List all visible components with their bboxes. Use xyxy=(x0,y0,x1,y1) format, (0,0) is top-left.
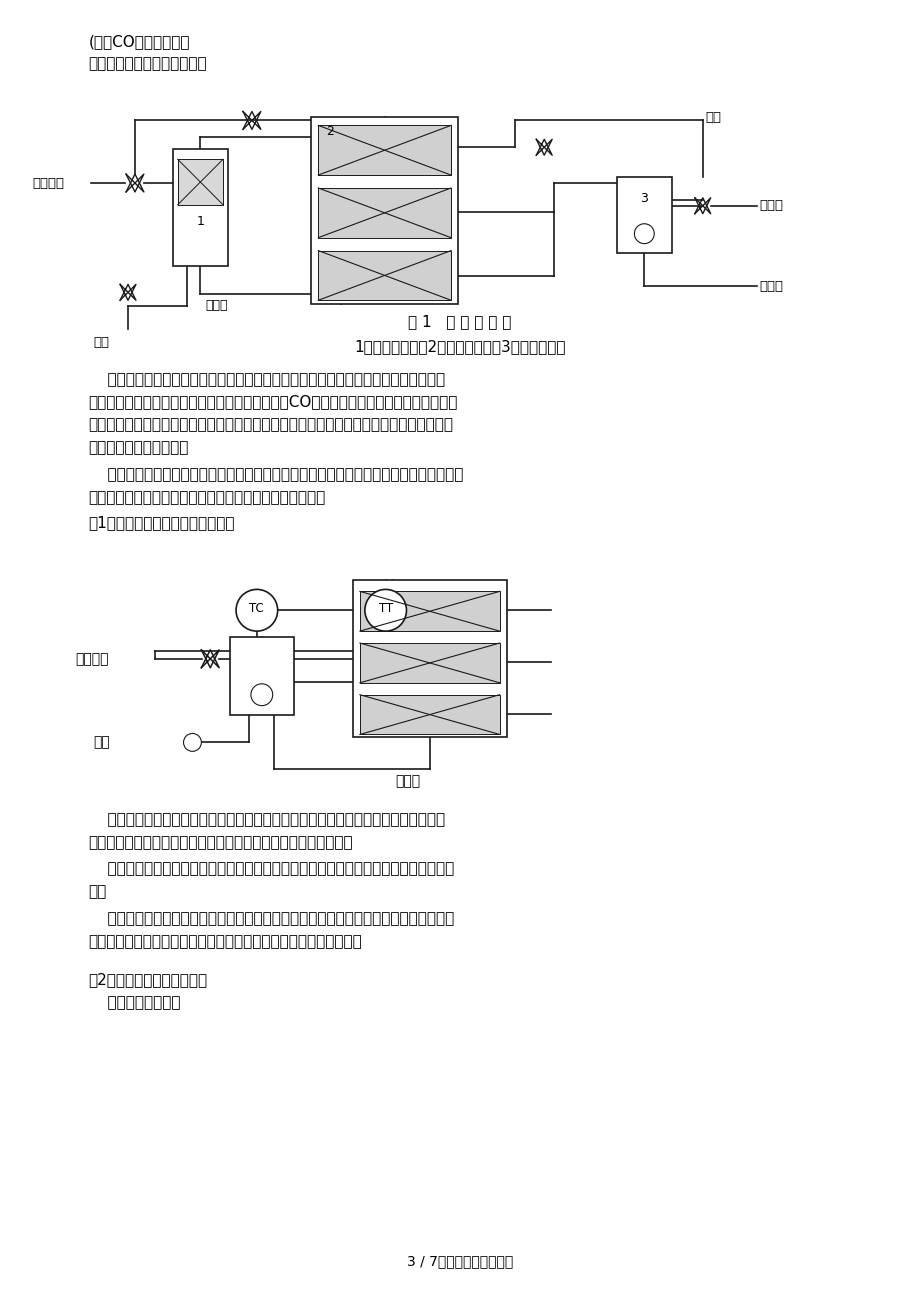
Text: （2）入炉蒸汽流量定值控制: （2）入炉蒸汽流量定值控制 xyxy=(88,971,208,987)
Bar xyxy=(359,643,499,682)
Text: 蒸汽: 蒸汽 xyxy=(93,736,110,750)
Bar xyxy=(359,591,499,631)
Text: 变换气: 变换气 xyxy=(394,775,420,788)
Bar xyxy=(311,117,458,305)
Text: 蒸汽: 蒸汽 xyxy=(93,336,109,349)
Text: 蒸汽: 蒸汽 xyxy=(705,111,721,124)
Circle shape xyxy=(236,590,278,631)
Text: 设定值时，通过改变中温换热器副线流量来维持其入口温度的稳定。: 设定值时，通过改变中温换热器副线流量来维持其入口温度的稳定。 xyxy=(88,934,362,949)
Text: 催化剂的活性。同时用最低的蒸汽消耗实现最高的CO变换率。影响中变炉催化剂床层温度: 催化剂的活性。同时用最低的蒸汽消耗实现最高的CO变换率。影响中变炉催化剂床层温度 xyxy=(88,395,458,410)
Text: 3 / 7文档可自由编辑打印: 3 / 7文档可自由编辑打印 xyxy=(406,1254,513,1268)
Text: 等。: 等。 xyxy=(88,884,107,900)
Bar xyxy=(318,125,450,174)
Text: 半水煮气: 半水煮气 xyxy=(32,177,63,190)
Text: 中温变换护的正常操作应该是将各段催化剂的温度控制在适宜的范围内，以充分发挥: 中温变换护的正常操作应该是将各段催化剂的温度控制在适宜的范围内，以充分发挥 xyxy=(88,372,445,387)
Text: 该系统是通过控制中变炉的入口温度来稳定上段催化剂的温度。选中变炉入口气体的: 该系统是通过控制中变炉的入口温度来稳定上段催化剂的温度。选中变炉入口气体的 xyxy=(88,812,445,827)
Text: 半水煮气: 半水煮气 xyxy=(75,652,108,665)
Text: （1）中变炉人口温度定值控制系统: （1）中变炉人口温度定值控制系统 xyxy=(88,514,234,530)
Text: 的组成以及生产负荷等。: 的组成以及生产负荷等。 xyxy=(88,440,188,456)
Text: 变换气: 变换气 xyxy=(205,299,228,312)
Bar xyxy=(177,159,223,204)
Text: 入中变沪中段蒸汽流量定值控制，中变炉下段温度控制等。: 入中变沪中段蒸汽流量定值控制，中变炉下段温度控制等。 xyxy=(88,490,325,505)
Bar xyxy=(353,581,506,737)
Text: TC: TC xyxy=(249,602,264,615)
Bar xyxy=(318,187,450,238)
Text: 该工段主要的控制系统主要有：中变炉入口温度定值控制，入中变护蒸汽流量定值控制，: 该工段主要的控制系统主要有：中变炉入口温度定值控制，入中变护蒸汽流量定值控制， xyxy=(88,467,463,482)
Text: 控制流程图如下：: 控制流程图如下： xyxy=(88,995,181,1010)
Text: 在这个系统中，中变炉人口温度是根据生产要求由人工设定，当受到干扰使该温度偏离: 在这个系统中，中变炉人口温度是根据生产要求由人工设定，当受到干扰使该温度偏离 xyxy=(88,911,454,926)
Text: TT: TT xyxy=(378,602,392,615)
Text: 冷凝水: 冷凝水 xyxy=(758,199,782,212)
Text: 工艺简介：工艺流程图如下：: 工艺简介：工艺流程图如下： xyxy=(88,56,207,70)
Text: 3: 3 xyxy=(640,191,648,204)
Bar xyxy=(230,637,293,715)
Text: 其主要干扰因素有：半水煮气流量，半水煮气温度，蒸汽流量，蒸汽温度，变换气温度: 其主要干扰因素有：半水煮气流量，半水煮气温度，蒸汽流量，蒸汽温度，变换气温度 xyxy=(88,862,454,876)
Circle shape xyxy=(183,733,201,751)
Bar xyxy=(359,695,499,734)
Circle shape xyxy=(365,590,406,631)
Circle shape xyxy=(251,684,272,706)
Text: 2: 2 xyxy=(326,125,334,138)
Text: 图 1   工 艺 流 程 图: 图 1 工 艺 流 程 图 xyxy=(408,314,511,329)
Bar xyxy=(173,150,228,267)
Bar xyxy=(616,177,672,253)
Text: 变化的因素很多，如蒸汽的加入量、蒸汽的温度、进入催化剂前反应气体的温度、反应气体: 变化的因素很多，如蒸汽的加入量、蒸汽的温度、进入催化剂前反应气体的温度、反应气体 xyxy=(88,418,453,432)
Text: 1: 1 xyxy=(197,215,204,228)
Text: 温度作为被控变量，操作变量为中温换热器的半水煮气副线流量。: 温度作为被控变量，操作变量为中温换热器的半水煮气副线流量。 xyxy=(88,835,353,850)
Circle shape xyxy=(634,224,653,243)
Text: 1－中温换热器；2－中温变换炉；3－三段换热器: 1－中温换热器；2－中温变换炉；3－三段换热器 xyxy=(354,339,565,354)
Text: (三）CO变换工段控制: (三）CO变换工段控制 xyxy=(88,34,189,49)
Bar xyxy=(318,250,450,301)
Text: 冷物料: 冷物料 xyxy=(758,280,782,293)
